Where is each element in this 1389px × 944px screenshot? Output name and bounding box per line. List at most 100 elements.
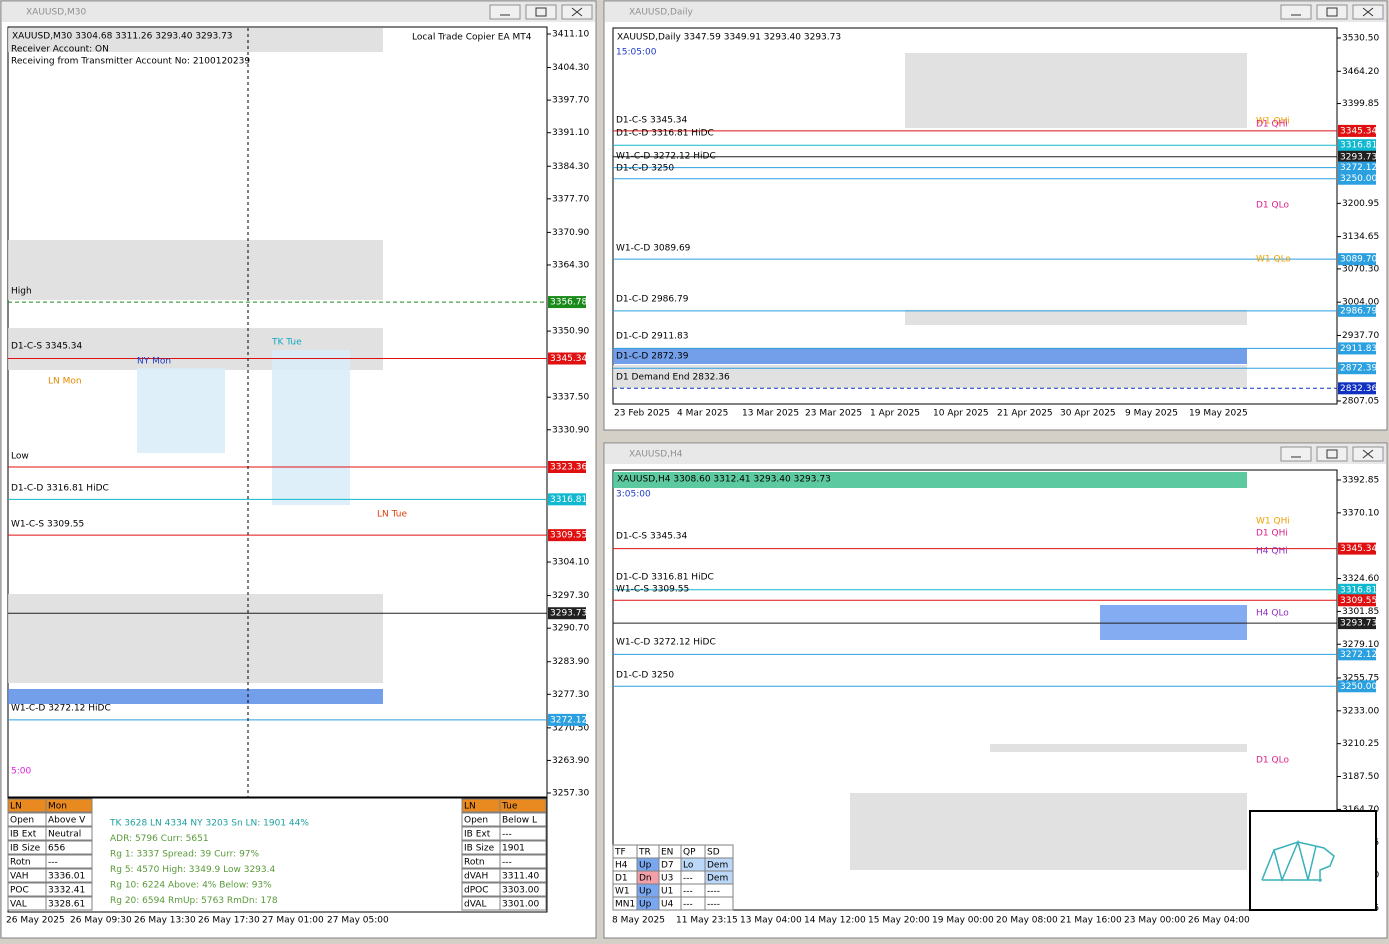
price-label: 3530.50 bbox=[1342, 34, 1379, 44]
window-button-min[interactable] bbox=[1280, 4, 1312, 20]
level-label: D1-C-D 2986.79 bbox=[616, 295, 689, 305]
price-tag-label: 2911.83 bbox=[1340, 344, 1377, 354]
price-tag-label: 3309.55 bbox=[550, 531, 587, 541]
panel-text: 656 bbox=[48, 844, 65, 854]
panel-text: Tue bbox=[501, 802, 518, 812]
panel-cell bbox=[499, 882, 547, 897]
price-label: 3330.90 bbox=[552, 425, 589, 435]
chart-header: XAUUSD,H4 3308.60 3312.41 3293.40 3293.7… bbox=[617, 475, 831, 485]
level-label: D1-C-D 3316.81 HiDC bbox=[616, 129, 714, 139]
time-label: 26 May 17:30 bbox=[198, 916, 260, 926]
window-button-max[interactable] bbox=[525, 4, 557, 20]
chart-header: XAUUSD,Daily 3347.59 3349.91 3293.40 329… bbox=[617, 33, 841, 43]
time-label: 19 May 2025 bbox=[1189, 409, 1248, 419]
stats-text: Rg 10: 6224 Above: 4% Below: 93% bbox=[110, 881, 272, 891]
price-tag-label: 3316.81 bbox=[1340, 585, 1377, 595]
time-label: 1 Apr 2025 bbox=[870, 409, 920, 419]
trend-text: TR bbox=[638, 848, 651, 858]
price-label: 3364.30 bbox=[552, 260, 589, 270]
zone bbox=[1100, 605, 1247, 640]
info-text: Receiver Account: ON bbox=[11, 45, 109, 55]
price-tag bbox=[1338, 542, 1376, 555]
trend-text: --- bbox=[683, 887, 693, 897]
title-bar bbox=[605, 2, 1386, 22]
panel-text: VAL bbox=[10, 900, 27, 910]
panel-text: dVAL bbox=[464, 900, 486, 910]
level-label: D1-C-S 3345.34 bbox=[616, 532, 688, 542]
stats-panel bbox=[7, 797, 548, 913]
price-tag-label: 3345.34 bbox=[1340, 126, 1377, 136]
price-label: 3377.70 bbox=[552, 194, 589, 204]
panel-cell bbox=[499, 896, 547, 911]
panel-cell bbox=[499, 798, 547, 813]
level-label: W1-C-D 3272.12 HiDC bbox=[11, 704, 111, 714]
price-tag-label: 3309.55 bbox=[1340, 596, 1377, 606]
trend-text: Up bbox=[639, 900, 652, 910]
panel-text: LN bbox=[464, 802, 476, 812]
title-bar bbox=[2, 2, 595, 22]
price-tag bbox=[1338, 150, 1376, 163]
price-label: 3464.20 bbox=[1342, 67, 1379, 77]
price-tag bbox=[1338, 253, 1376, 266]
session-label: LN Tue bbox=[377, 510, 407, 520]
level-label: D1-C-D 2911.83 bbox=[616, 332, 688, 342]
panel-text: Above V bbox=[48, 816, 86, 826]
zone bbox=[613, 472, 1247, 488]
quarter-tag: W1 QLo bbox=[1256, 255, 1291, 265]
quarter-tag: W1 QHi bbox=[1256, 517, 1290, 527]
panel-cell bbox=[45, 854, 93, 869]
level-label: D1-C-D 3250 bbox=[616, 671, 674, 681]
zone bbox=[8, 689, 383, 704]
panel-cell bbox=[45, 826, 93, 841]
panel-text: LN bbox=[10, 802, 22, 812]
time-label: 23 Feb 2025 bbox=[614, 409, 670, 419]
trend-text: U1 bbox=[661, 887, 673, 897]
trend-text: --- bbox=[683, 874, 693, 884]
window-button-max[interactable] bbox=[1316, 446, 1348, 462]
panel-text: Rotn bbox=[464, 858, 485, 868]
ea-label: Local Trade Copier EA MT4 bbox=[412, 33, 532, 43]
price-tag-label: 3250.00 bbox=[1340, 682, 1377, 692]
price-label: 3384.30 bbox=[552, 162, 589, 172]
price-label: 3279.10 bbox=[1342, 640, 1379, 650]
quarter-tag: H4 QHi bbox=[1256, 547, 1288, 557]
panel-text: --- bbox=[48, 858, 58, 868]
trend-text: Up bbox=[639, 887, 652, 897]
panel-text: IB Ext bbox=[464, 830, 491, 840]
panel-text: dVAH bbox=[464, 872, 488, 882]
price-tag bbox=[548, 607, 586, 620]
trend-text: --- bbox=[683, 900, 693, 910]
window-title: XAUUSD,Daily bbox=[629, 8, 693, 18]
trend-text: TF bbox=[614, 848, 626, 858]
window-button-max[interactable] bbox=[1316, 4, 1348, 20]
window-title: XAUUSD,M30 bbox=[26, 8, 86, 18]
window-button-min[interactable] bbox=[489, 4, 521, 20]
panel-text: VAH bbox=[10, 872, 29, 882]
price-tag-label: 3272.12 bbox=[550, 715, 587, 725]
price-tag-label: 3356.78 bbox=[550, 298, 587, 308]
price-tag bbox=[1338, 362, 1376, 375]
price-tag-label: 3293.73 bbox=[550, 609, 587, 619]
time-label: 26 May 09:30 bbox=[70, 916, 132, 926]
panel-text: 1901 bbox=[502, 844, 525, 854]
price-tag-label: 3316.81 bbox=[1340, 141, 1377, 151]
time-label: 26 May 2025 bbox=[6, 916, 65, 926]
trend-text: EN bbox=[661, 848, 673, 858]
bar-timer: 5:00 bbox=[11, 767, 31, 777]
zone bbox=[850, 793, 1247, 870]
price-label: 3370.10 bbox=[1342, 508, 1379, 518]
session-label: TK Tue bbox=[271, 338, 302, 348]
price-tag-label: 3323.36 bbox=[550, 462, 587, 472]
trend-text: Lo bbox=[683, 861, 694, 871]
price-tag-label: 2986.79 bbox=[1340, 306, 1377, 316]
price-tag bbox=[548, 460, 586, 473]
price-label: 3200.95 bbox=[1342, 199, 1379, 209]
price-tag-label: 2832.36 bbox=[1340, 384, 1377, 394]
time-label: 13 May 04:00 bbox=[740, 916, 802, 926]
time-label: 19 May 00:00 bbox=[932, 916, 994, 926]
panel-cell bbox=[45, 896, 93, 911]
time-label: 26 May 04:00 bbox=[1188, 916, 1250, 926]
window-button-min[interactable] bbox=[1280, 446, 1312, 462]
trend-cell bbox=[704, 896, 734, 911]
